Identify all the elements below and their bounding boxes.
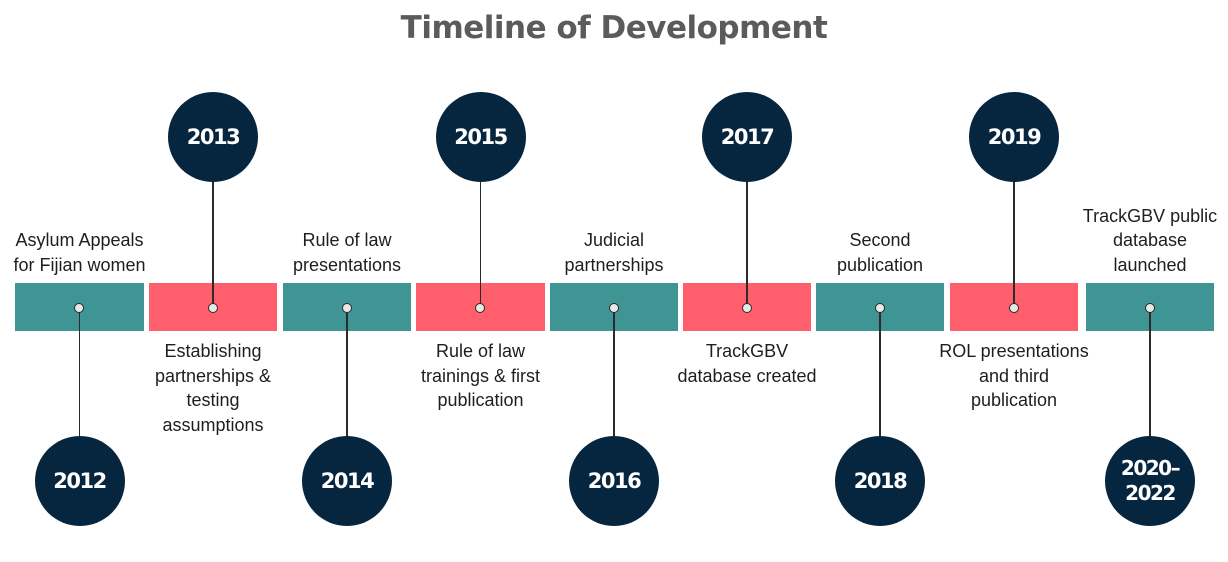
year-circle: 2017 [702, 92, 792, 182]
milestone-label: Judicial partnerships [564, 230, 664, 275]
year-circle: 2012 [34, 436, 125, 526]
timeline-dot [207, 303, 218, 313]
connector-line [746, 180, 748, 305]
timeline-dot [1144, 303, 1155, 313]
connector-line [78, 311, 81, 441]
connector-line [479, 180, 482, 305]
timeline-dot [475, 303, 485, 313]
timeline-dot [874, 303, 885, 313]
milestone-label: Rule of law trainings & first publicatio… [420, 341, 541, 410]
year-circle: 2019 [969, 92, 1059, 182]
year-circle: 2018 [835, 436, 925, 526]
timeline-dot [74, 303, 84, 313]
connector-line [346, 311, 348, 441]
connector-line [613, 311, 615, 441]
milestone-label: Second publication [836, 230, 924, 275]
timeline-dot [608, 303, 619, 313]
year-circle: 2016 [569, 436, 659, 526]
year-circle: 2013 [168, 92, 258, 182]
connector-line [212, 180, 214, 305]
milestone-label: ROL presentations and third publication [939, 341, 1089, 410]
year-circle: 2020– 2022 [1105, 436, 1195, 526]
timeline-dot [1008, 303, 1019, 313]
milestone-label: TrackGBV database created [677, 341, 817, 386]
connector-line [1149, 311, 1151, 441]
year-circle: 2014 [302, 436, 392, 526]
timeline-dot [741, 303, 752, 313]
year-circle: 2015 [435, 92, 526, 182]
milestone-label: Rule of law presentations [292, 230, 402, 275]
connector-line [879, 311, 881, 441]
diagram-title: Timeline of Development [400, 10, 828, 46]
milestone-label: Asylum Appeals for Fijian women [13, 230, 146, 275]
timeline-dot [341, 303, 352, 313]
milestone-label: Establishing partnerships & testing assu… [154, 341, 272, 435]
milestone-label: TrackGBV public database launched [1082, 205, 1218, 275]
connector-line [1013, 180, 1015, 305]
